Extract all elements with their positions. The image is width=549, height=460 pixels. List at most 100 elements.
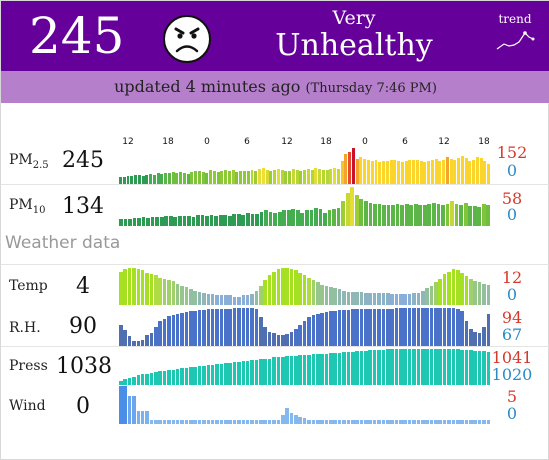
pm10-bar xyxy=(391,205,395,226)
pm25-bar xyxy=(239,171,243,185)
pm25-bar xyxy=(367,160,370,185)
press-bar xyxy=(259,359,263,385)
pm10-bar xyxy=(418,205,423,226)
rh-bar xyxy=(390,309,394,346)
temp-bar xyxy=(420,291,425,305)
press-bar xyxy=(451,349,456,385)
pm25-bar xyxy=(408,160,412,185)
rh-bar xyxy=(464,321,469,346)
press-bar xyxy=(158,371,162,385)
pm10-bar xyxy=(441,205,445,226)
rh-bar xyxy=(447,308,451,346)
pm25-bar xyxy=(348,152,352,185)
rh-bar xyxy=(210,309,215,346)
pm10-bar xyxy=(386,205,391,226)
pm25-bar xyxy=(175,173,179,185)
pm25-bar xyxy=(186,174,190,185)
temp-bar xyxy=(372,293,377,305)
press-bar xyxy=(162,371,167,385)
rh-bar xyxy=(219,309,224,346)
temp-bar xyxy=(241,295,246,305)
wind-bar xyxy=(276,420,281,424)
pm25-bar xyxy=(119,177,122,185)
pm25-bar xyxy=(415,160,419,185)
pm25-bar xyxy=(243,171,246,185)
rh-bar xyxy=(294,329,298,346)
pm25-bar xyxy=(351,148,355,185)
press-bar xyxy=(123,379,127,385)
temp-bar xyxy=(294,270,298,305)
pm25-bar xyxy=(265,170,269,185)
rh-bar xyxy=(162,319,167,346)
pm10-bar xyxy=(323,213,327,226)
temp-bar xyxy=(123,269,127,305)
time-tick-label: 18 xyxy=(320,137,332,147)
press-bar xyxy=(486,352,491,385)
pm25-bar xyxy=(472,160,476,185)
press-bar xyxy=(298,355,303,385)
press-bar xyxy=(285,356,289,385)
temp-bar xyxy=(403,294,408,305)
pm25-bar xyxy=(363,159,367,185)
temp-bar xyxy=(394,294,399,305)
pm25-bar xyxy=(378,162,382,185)
pm10-bar xyxy=(422,205,427,226)
rh-bar xyxy=(302,321,307,346)
pm25-bar xyxy=(167,173,171,185)
wind-bar xyxy=(486,420,491,424)
pm10-max: 58 xyxy=(501,189,523,208)
wind-bar xyxy=(215,420,219,424)
pm10-bar xyxy=(432,203,436,226)
pm25-bar xyxy=(438,161,442,185)
wind-bar xyxy=(127,396,132,424)
rh-bar xyxy=(311,315,316,346)
pm25-bar xyxy=(126,176,130,185)
press-bar xyxy=(320,354,324,385)
rh-min: 67 xyxy=(501,325,523,344)
temp-bar xyxy=(329,287,333,305)
pm10-bar xyxy=(481,204,486,226)
pm10-bar xyxy=(341,201,346,226)
rh-bar xyxy=(346,310,351,346)
pm25-max: 152 xyxy=(496,143,528,162)
press-bar xyxy=(254,360,259,385)
aqi-level: Very Unhealthy xyxy=(259,7,449,63)
temp-history-chart xyxy=(119,268,491,305)
press-bar xyxy=(307,355,311,385)
pm10-label: PM10 xyxy=(9,197,46,216)
trend-label: trend xyxy=(498,12,532,26)
rh-value: 90 xyxy=(69,314,97,339)
pm25-bar xyxy=(389,160,393,185)
rh-bar xyxy=(197,310,202,346)
temp-bar xyxy=(302,275,307,305)
wind-bar xyxy=(477,420,482,424)
aqi-level-line2: Unhealthy xyxy=(275,28,433,63)
pm10-bar xyxy=(236,214,241,226)
wind-bar xyxy=(307,420,311,424)
pm25-bar xyxy=(333,168,337,185)
rh-bar xyxy=(171,315,176,346)
wind-bar xyxy=(232,420,237,424)
pm10-bar xyxy=(454,204,459,226)
press-bar xyxy=(399,349,403,385)
rh-history-chart xyxy=(119,308,491,346)
rh-bar xyxy=(149,333,154,346)
pm25-bar xyxy=(325,170,329,185)
press-bar xyxy=(224,363,228,385)
press-bar xyxy=(132,377,136,385)
pm10-bar xyxy=(305,210,309,226)
trend-button[interactable]: trend xyxy=(489,11,541,51)
trend-icon xyxy=(496,31,535,50)
wind-row: Wind 0 5 0 xyxy=(1,386,549,426)
temp-bar xyxy=(307,278,311,305)
temp-bar xyxy=(184,287,189,305)
temp-bar xyxy=(407,294,412,305)
pm25-bar xyxy=(212,171,216,185)
rh-bar xyxy=(289,332,294,346)
rh-bar xyxy=(429,308,434,346)
press-bar xyxy=(206,365,211,385)
wind-label: Wind xyxy=(9,398,46,414)
rh-bar xyxy=(123,330,127,346)
rh-bar xyxy=(469,329,473,346)
pm10-bar xyxy=(314,208,318,226)
